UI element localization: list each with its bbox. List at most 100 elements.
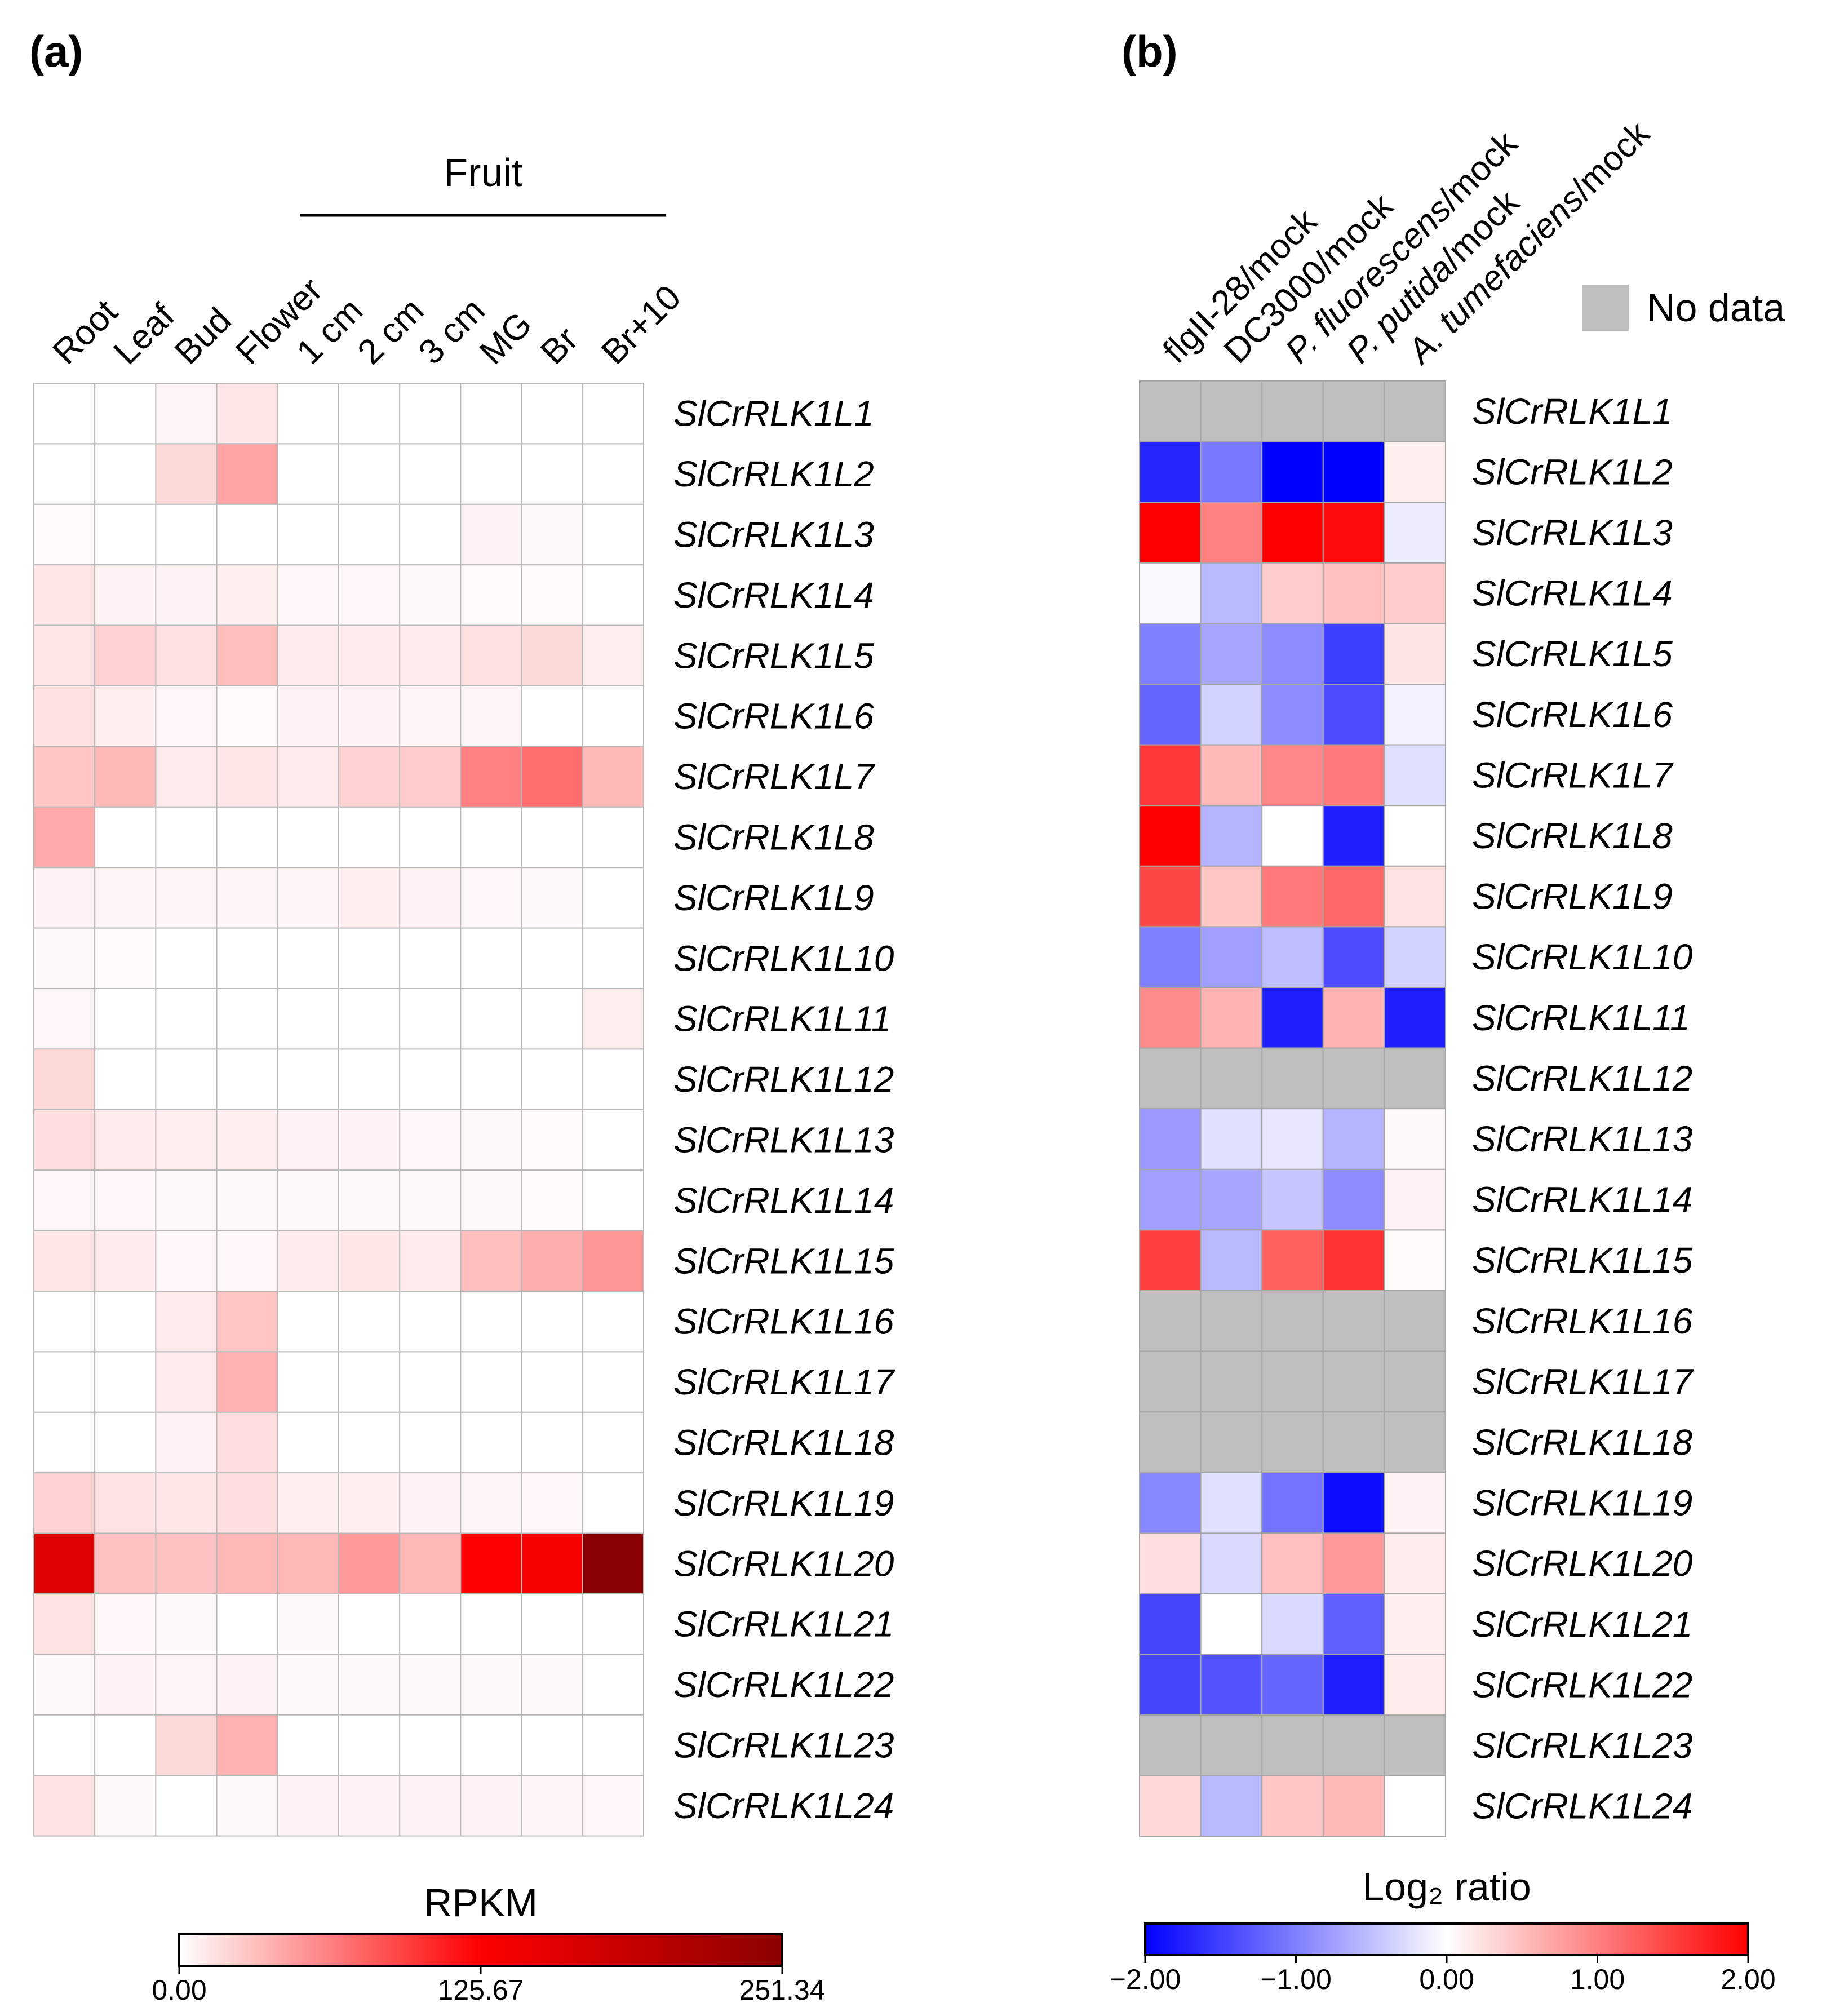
cell-a-r8-c9	[521, 806, 583, 869]
cell-b-r10-c4	[1322, 926, 1385, 989]
cell-a-r10-c1	[33, 927, 96, 989]
cell-a-r12-c6	[338, 1048, 401, 1110]
cell-a-r20-c6	[338, 1532, 401, 1595]
gene-label-b: SlCrRLK1L5	[1472, 633, 1673, 674]
cell-b-r4-c3	[1261, 562, 1324, 624]
gene-label-a: SlCrRLK1L19	[673, 1483, 894, 1523]
cell-a-r2-c1	[33, 443, 96, 505]
cell-b-r5-c4	[1322, 623, 1385, 685]
cell-a-r17-c4	[216, 1351, 278, 1413]
cell-a-r12-c4	[216, 1048, 278, 1110]
cell-b-r4-c4	[1322, 562, 1385, 624]
gene-label-b: SlCrRLK1L21	[1472, 1604, 1692, 1645]
cell-b-r22-c3	[1261, 1654, 1324, 1716]
gene-label-a: SlCrRLK1L23	[673, 1725, 894, 1766]
cell-a-r18-c7	[399, 1411, 462, 1474]
cell-a-r15-c2	[94, 1230, 157, 1292]
cell-a-r22-c1	[33, 1654, 96, 1716]
colorbar-b-tick-label: 1.00	[1570, 1964, 1625, 1995]
cell-a-r20-c2	[94, 1532, 157, 1595]
cell-a-r2-c4	[216, 443, 278, 505]
cell-a-r5-c6	[338, 624, 401, 686]
gene-label-b: SlCrRLK1L13	[1472, 1119, 1693, 1159]
cell-b-r3-c4	[1322, 502, 1385, 564]
cell-a-r17-c8	[460, 1351, 522, 1413]
cell-a-r19-c9	[521, 1472, 583, 1534]
cell-a-r5-c10	[582, 624, 645, 686]
cell-a-r17-c7	[399, 1351, 462, 1413]
cell-b-r1-c5	[1384, 380, 1446, 442]
cell-a-r3-c5	[277, 503, 339, 566]
gene-label-b: SlCrRLK1L10	[1472, 937, 1693, 977]
cell-b-r5-c3	[1261, 623, 1324, 685]
cell-a-r11-c6	[338, 988, 401, 1050]
cell-a-r12-c5	[277, 1048, 339, 1110]
cell-b-r24-c3	[1261, 1775, 1324, 1837]
cell-a-r6-c9	[521, 685, 583, 747]
no-data-label: No data	[1647, 286, 1785, 330]
cell-a-r6-c6	[338, 685, 401, 747]
gene-label-a: SlCrRLK1L4	[673, 575, 874, 615]
gene-label-a: SlCrRLK1L15	[673, 1240, 894, 1281]
gene-label-b: SlCrRLK1L7	[1472, 755, 1674, 795]
cell-b-r17-c4	[1322, 1350, 1385, 1413]
gene-label-a: SlCrRLK1L1	[673, 393, 874, 434]
cell-a-r14-c6	[338, 1169, 401, 1231]
cell-a-r4-c4	[216, 564, 278, 626]
cell-a-r16-c9	[521, 1291, 583, 1353]
cell-b-r2-c3	[1261, 441, 1324, 503]
cell-a-r20-c10	[582, 1532, 645, 1595]
cell-b-r8-c2	[1200, 805, 1263, 867]
cell-a-r24-c4	[216, 1775, 278, 1837]
gene-label-a: SlCrRLK1L24	[673, 1785, 894, 1826]
cell-b-r6-c3	[1261, 684, 1324, 746]
cell-a-r5-c4	[216, 624, 278, 686]
cell-a-r8-c8	[460, 806, 522, 869]
cell-a-r12-c2	[94, 1048, 157, 1110]
cell-b-r12-c3	[1261, 1047, 1324, 1110]
colorbar-b	[1144, 1922, 1749, 1956]
cell-b-r1-c2	[1200, 380, 1263, 442]
cell-a-r9-c10	[582, 867, 645, 929]
cell-a-r21-c10	[582, 1593, 645, 1655]
cell-a-r10-c3	[155, 927, 218, 989]
column-label-a: Bud	[167, 300, 239, 372]
cell-a-r2-c10	[582, 443, 645, 505]
cell-a-r9-c2	[94, 867, 157, 929]
cell-a-r6-c1	[33, 685, 96, 747]
cell-a-r19-c10	[582, 1472, 645, 1534]
cell-b-r17-c5	[1384, 1350, 1446, 1413]
gene-label-a: SlCrRLK1L13	[673, 1120, 894, 1160]
cell-a-r23-c6	[338, 1714, 401, 1776]
cell-b-r11-c2	[1200, 987, 1263, 1049]
cell-a-r8-c6	[338, 806, 401, 869]
cell-a-r23-c5	[277, 1714, 339, 1776]
cell-a-r22-c8	[460, 1654, 522, 1716]
cell-a-r14-c7	[399, 1169, 462, 1231]
cell-a-r4-c6	[338, 564, 401, 626]
cell-b-r23-c3	[1261, 1714, 1324, 1776]
cell-a-r7-c7	[399, 746, 462, 808]
cell-b-r21-c2	[1200, 1593, 1263, 1655]
cell-a-r9-c9	[521, 867, 583, 929]
cell-a-r24-c10	[582, 1775, 645, 1837]
cell-a-r22-c2	[94, 1654, 157, 1716]
cell-b-r1-c1	[1139, 380, 1202, 442]
cell-b-r21-c4	[1322, 1593, 1385, 1655]
cell-a-r6-c2	[94, 685, 157, 747]
cell-a-r11-c4	[216, 988, 278, 1050]
cell-a-r21-c8	[460, 1593, 522, 1655]
cell-a-r9-c8	[460, 867, 522, 929]
cell-a-r12-c3	[155, 1048, 218, 1110]
cell-b-r22-c2	[1200, 1654, 1263, 1716]
cell-a-r12-c10	[582, 1048, 645, 1110]
cell-b-r1-c4	[1322, 380, 1385, 442]
cell-b-r18-c5	[1384, 1411, 1446, 1473]
colorbar-b-tick-label: −2.00	[1110, 1964, 1181, 1995]
cell-b-r17-c2	[1200, 1350, 1263, 1413]
cell-a-r20-c8	[460, 1532, 522, 1595]
cell-a-r5-c8	[460, 624, 522, 686]
cell-b-r21-c3	[1261, 1593, 1324, 1655]
